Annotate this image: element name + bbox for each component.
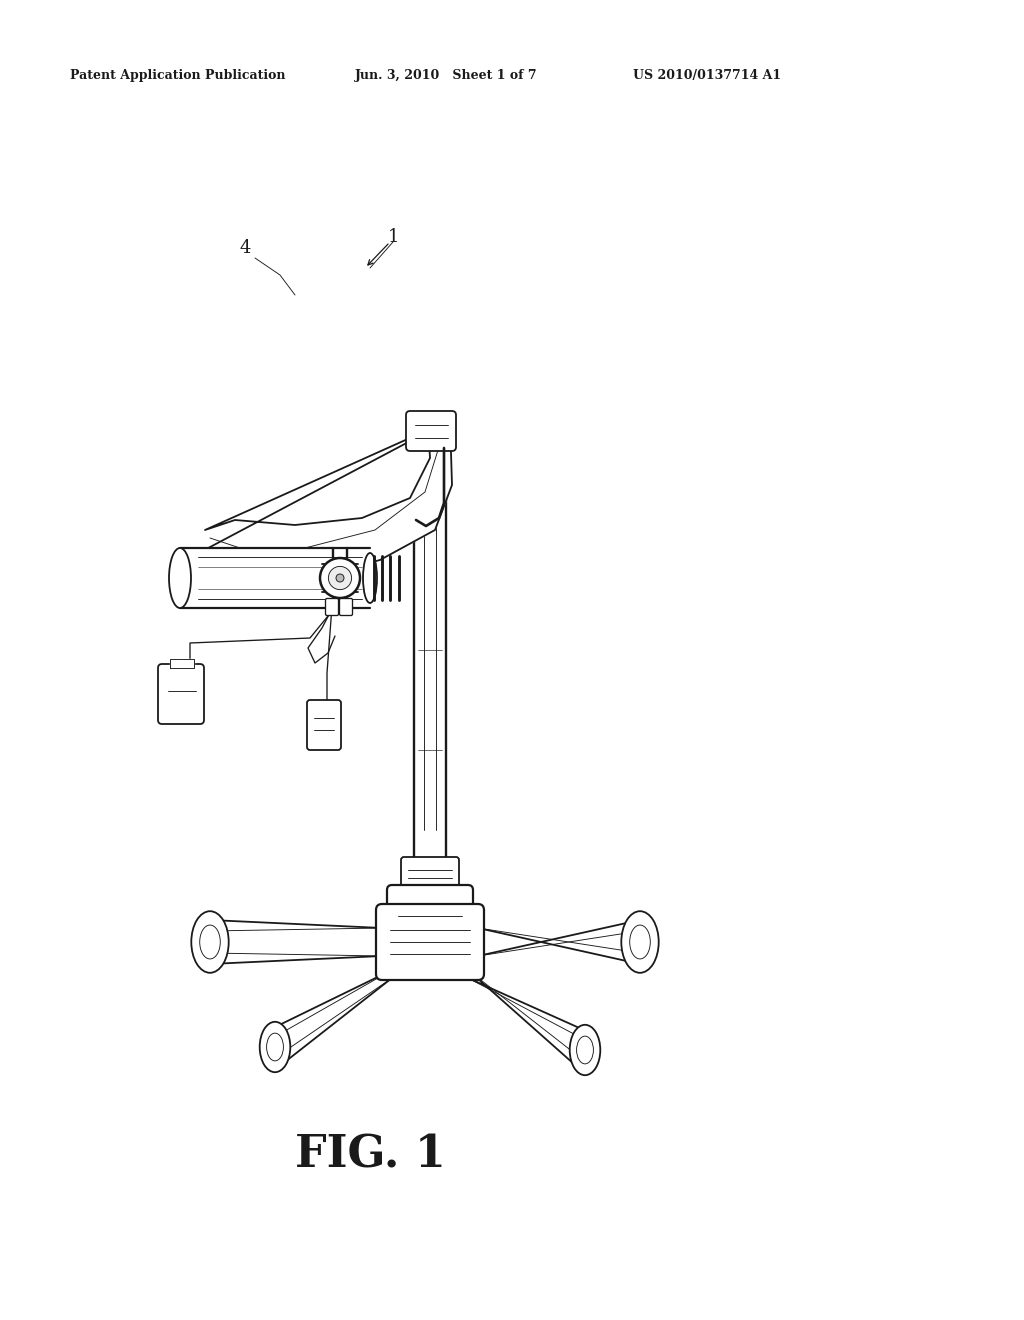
- FancyBboxPatch shape: [387, 884, 473, 937]
- Ellipse shape: [622, 911, 658, 973]
- Circle shape: [319, 558, 360, 598]
- FancyBboxPatch shape: [307, 700, 341, 750]
- Text: Jun. 3, 2010   Sheet 1 of 7: Jun. 3, 2010 Sheet 1 of 7: [355, 69, 538, 82]
- Polygon shape: [170, 659, 194, 668]
- Circle shape: [329, 566, 351, 590]
- Polygon shape: [414, 430, 446, 890]
- Text: US 2010/0137714 A1: US 2010/0137714 A1: [633, 69, 781, 82]
- FancyBboxPatch shape: [340, 598, 352, 615]
- Polygon shape: [195, 420, 452, 578]
- Ellipse shape: [191, 911, 228, 973]
- Text: 4: 4: [240, 239, 251, 257]
- Text: 1: 1: [387, 228, 398, 246]
- Ellipse shape: [260, 1022, 290, 1072]
- Polygon shape: [468, 970, 595, 1065]
- FancyBboxPatch shape: [376, 904, 484, 979]
- Ellipse shape: [569, 1024, 600, 1076]
- Text: Patent Application Publication: Patent Application Publication: [70, 69, 286, 82]
- Circle shape: [336, 574, 344, 582]
- Polygon shape: [265, 970, 392, 1063]
- Ellipse shape: [169, 548, 191, 609]
- Ellipse shape: [266, 1034, 284, 1061]
- Ellipse shape: [200, 925, 220, 958]
- FancyBboxPatch shape: [326, 598, 339, 615]
- Polygon shape: [478, 920, 640, 964]
- FancyBboxPatch shape: [401, 857, 459, 891]
- FancyBboxPatch shape: [406, 411, 456, 451]
- FancyBboxPatch shape: [158, 664, 204, 723]
- Ellipse shape: [630, 925, 650, 958]
- Polygon shape: [180, 548, 370, 609]
- Text: FIG. 1: FIG. 1: [295, 1134, 445, 1176]
- Polygon shape: [210, 920, 382, 964]
- Ellipse shape: [577, 1036, 594, 1064]
- Ellipse shape: [362, 553, 377, 603]
